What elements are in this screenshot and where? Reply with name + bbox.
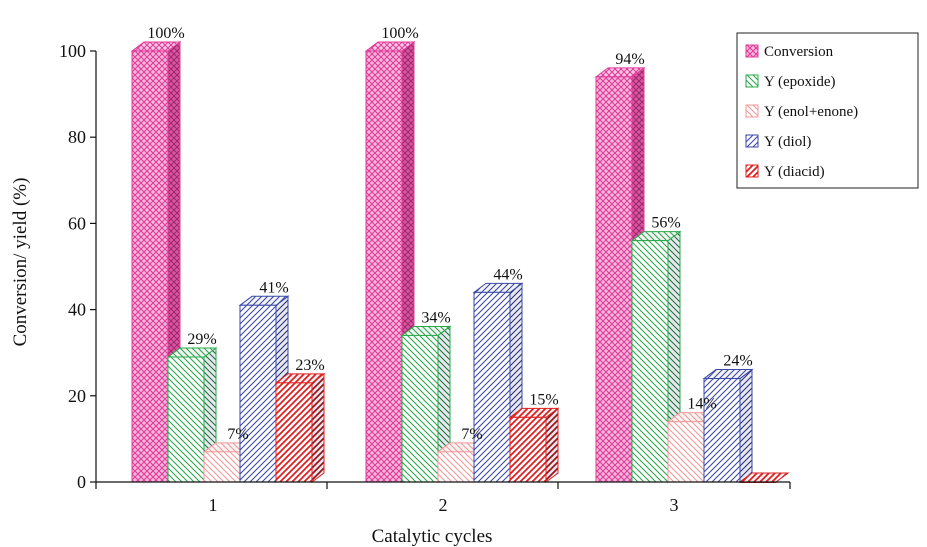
bar-5-cycle-2: [508, 407, 560, 483]
data-label: 34%: [421, 309, 450, 326]
legend-item: Conversion: [745, 44, 834, 60]
data-label: 100%: [381, 25, 418, 42]
data-label: 15%: [529, 391, 558, 408]
legend-label: Y (enol+enone): [764, 104, 858, 120]
data-labels-layer: 100% 29% 7% 41% 23% 100% 34% 7% 44% 15% 94% 56% 14% 2…: [147, 25, 752, 443]
bar-5-cycle-1: [274, 372, 326, 483]
y-tick-label: 20: [68, 386, 86, 406]
legend-item: Y (diacid): [745, 164, 825, 180]
bar-2-cycle-2: [400, 325, 452, 483]
x-tick-label: 2: [439, 495, 448, 515]
y-tick-label: 100: [59, 41, 86, 61]
data-label: 100%: [147, 25, 184, 42]
bar-4-cycle-3: [702, 368, 754, 483]
x-tick-label: 3: [670, 495, 679, 515]
legend-item: Y (enol+enone): [745, 104, 858, 120]
bars-layer: [130, 41, 790, 483]
legend-swatch: [745, 104, 759, 118]
y-axis-label: Conversion/ yield (%): [10, 178, 31, 347]
data-label: 24%: [723, 353, 752, 370]
y-tick-label: 80: [68, 127, 86, 147]
legend-label: Y (diacid): [764, 164, 825, 180]
x-tick-label: 1: [209, 495, 218, 515]
data-label: 41%: [259, 279, 288, 296]
y-tick-label: 0: [77, 472, 86, 492]
legend-swatch: [745, 44, 759, 58]
data-label: 14%: [687, 396, 716, 413]
data-label: 7%: [461, 426, 482, 443]
legend-label: Conversion: [764, 44, 834, 60]
legend-label: Y (epoxide): [764, 74, 836, 90]
legend-swatch: [745, 74, 759, 88]
legend-label: Y (diol): [764, 134, 811, 150]
legend-swatch: [745, 134, 759, 148]
legend-item: Y (epoxide): [745, 74, 836, 90]
legend: Conversion Y (epoxide) Y (enol+enone) Y (di…: [736, 32, 919, 189]
legend-item: Y (diol): [745, 134, 811, 150]
legend-swatch: [745, 164, 759, 178]
data-label: 44%: [493, 266, 522, 283]
axes-layer: 0 20 40 60 80 100 1 2 3: [59, 41, 791, 515]
legend-box: [736, 32, 919, 189]
data-label: 7%: [227, 426, 248, 443]
data-label: 29%: [187, 331, 216, 348]
data-label: 23%: [295, 357, 324, 374]
y-tick-label: 60: [68, 213, 86, 233]
y-tick-label: 40: [68, 300, 86, 320]
data-label: 56%: [651, 215, 680, 232]
data-label: 94%: [615, 51, 644, 68]
x-axis-label: Catalytic cycles: [372, 526, 493, 547]
